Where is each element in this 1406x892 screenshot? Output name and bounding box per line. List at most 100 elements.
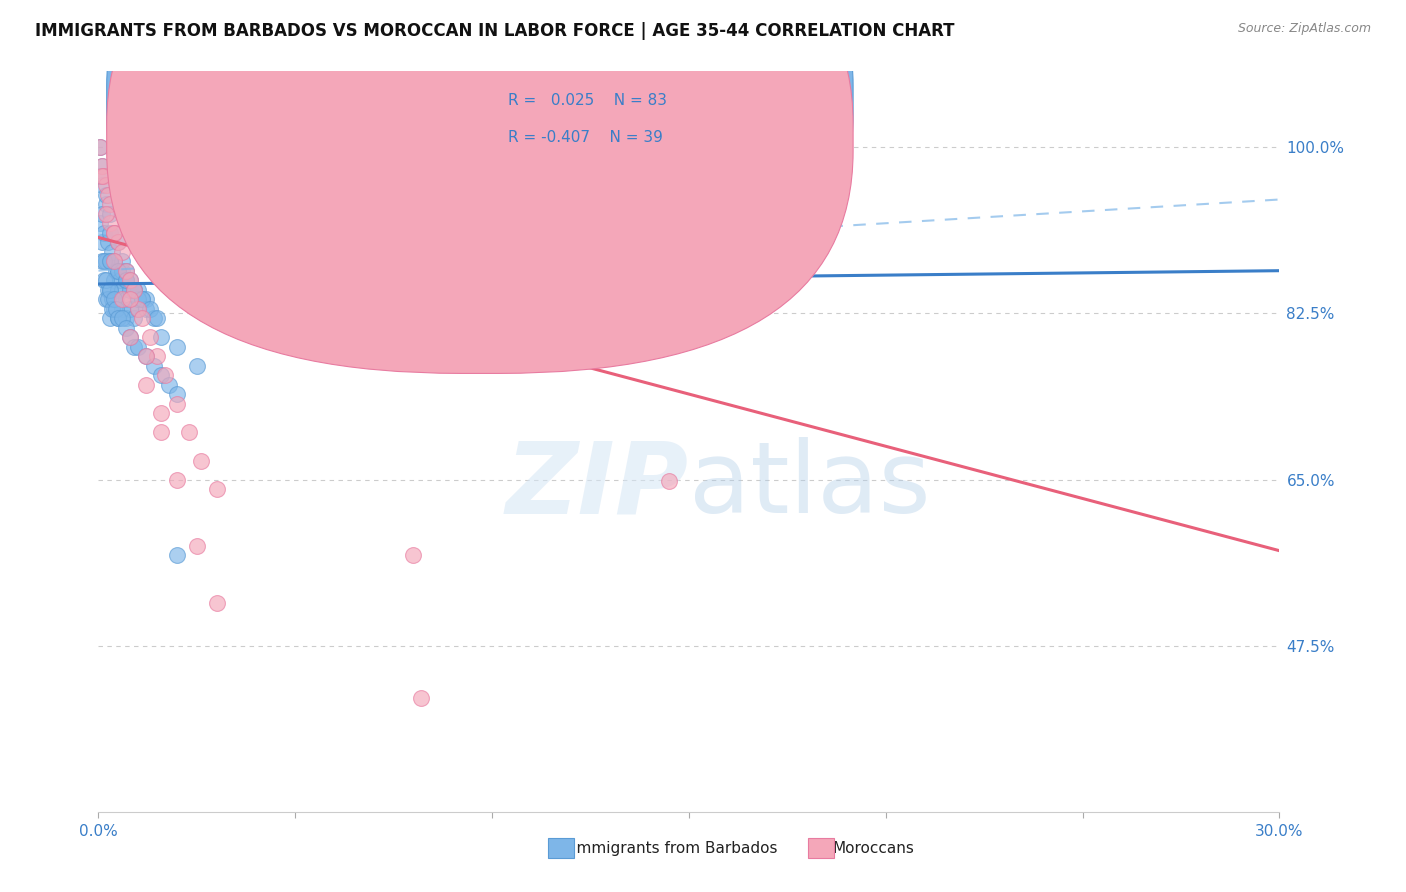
Point — [118, 273, 141, 287]
Point — [135, 349, 157, 363]
Point — [103, 226, 125, 240]
Point — [91, 235, 114, 250]
Point — [127, 283, 149, 297]
Point — [89, 140, 111, 154]
Point — [91, 159, 114, 173]
Point — [107, 311, 129, 326]
Point — [105, 292, 128, 306]
Point — [103, 254, 125, 268]
Point — [166, 387, 188, 401]
Point — [135, 301, 157, 316]
Point — [89, 140, 111, 154]
Point — [107, 263, 129, 277]
Point — [166, 396, 188, 410]
Point — [98, 207, 121, 221]
Point — [105, 301, 128, 316]
Point — [107, 235, 129, 250]
Point — [111, 301, 134, 316]
Point — [131, 311, 153, 326]
Point — [98, 226, 121, 240]
Point — [96, 197, 118, 211]
Point — [111, 244, 134, 259]
Point — [107, 311, 129, 326]
Point — [138, 301, 160, 316]
Point — [107, 235, 129, 250]
Point — [91, 207, 114, 221]
Point — [105, 263, 128, 277]
Point — [96, 207, 118, 221]
Point — [96, 254, 118, 268]
Point — [103, 292, 125, 306]
Point — [142, 359, 165, 373]
Point — [98, 254, 121, 268]
Point — [111, 283, 134, 297]
Point — [89, 169, 111, 183]
Point — [115, 273, 138, 287]
Point — [101, 292, 124, 306]
Point — [122, 283, 145, 297]
Point — [115, 263, 138, 277]
Point — [97, 283, 120, 297]
Point — [118, 330, 141, 344]
Point — [101, 244, 124, 259]
Point — [118, 273, 141, 287]
Point — [91, 159, 114, 173]
Point — [103, 273, 125, 287]
FancyBboxPatch shape — [107, 0, 853, 374]
Point — [115, 320, 138, 334]
Point — [93, 226, 115, 240]
Point — [91, 178, 114, 193]
Point — [157, 377, 180, 392]
Point — [115, 292, 138, 306]
Point — [131, 292, 153, 306]
Point — [411, 690, 433, 705]
Point — [98, 197, 121, 211]
Point — [122, 283, 145, 297]
Point — [177, 425, 200, 439]
Point — [146, 349, 169, 363]
Point — [97, 187, 120, 202]
Point — [150, 406, 173, 420]
Point — [127, 292, 149, 306]
Point — [186, 539, 208, 553]
Point — [103, 301, 125, 316]
Point — [97, 292, 120, 306]
Text: Immigrants from Barbados: Immigrants from Barbados — [572, 841, 778, 855]
Point — [150, 425, 173, 439]
Point — [166, 549, 188, 563]
Point — [103, 226, 125, 240]
Point — [101, 301, 124, 316]
Point — [402, 549, 425, 563]
Text: Source: ZipAtlas.com: Source: ZipAtlas.com — [1237, 22, 1371, 36]
Point — [98, 283, 121, 297]
Point — [131, 292, 153, 306]
Text: Moroccans: Moroccans — [832, 841, 914, 855]
Point — [93, 169, 115, 183]
Point — [166, 340, 188, 354]
Point — [150, 368, 173, 383]
Point — [108, 273, 131, 287]
Point — [186, 359, 208, 373]
Point — [141, 130, 163, 145]
Point — [111, 311, 134, 326]
Point — [103, 226, 125, 240]
Point — [91, 169, 114, 183]
Point — [150, 330, 173, 344]
Point — [142, 311, 165, 326]
Point — [135, 349, 157, 363]
Point — [122, 340, 145, 354]
Point — [658, 475, 681, 489]
Point — [118, 292, 141, 306]
Point — [135, 292, 157, 306]
Point — [93, 273, 115, 287]
Point — [118, 283, 141, 297]
Point — [98, 216, 121, 230]
FancyBboxPatch shape — [107, 0, 853, 336]
Point — [111, 263, 134, 277]
Text: ZIP: ZIP — [506, 437, 689, 534]
Point — [118, 330, 141, 344]
Point — [122, 283, 145, 297]
Point — [90, 254, 112, 268]
FancyBboxPatch shape — [434, 68, 778, 168]
Point — [115, 263, 138, 277]
